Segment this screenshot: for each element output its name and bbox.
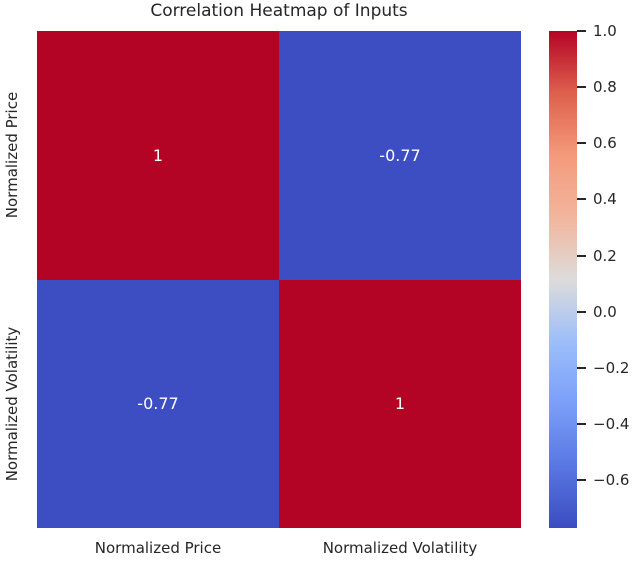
colorbar-tick [577, 479, 586, 482]
colorbar: 1.0 0.8 0.6 0.4 0.2 0.0 −0.2 −0.4 −0.6 [549, 22, 629, 528]
colorbar-tick-label: 1.0 [593, 22, 617, 40]
heatmap-cell-r0c1: -0.77 [279, 31, 521, 280]
colorbar-tick-label: 0.6 [593, 134, 617, 153]
heatmap-cell-value: -0.77 [379, 145, 421, 165]
heatmap-cell-value: 1 [394, 394, 406, 414]
colorbar-tick-label: 0.4 [593, 190, 617, 209]
chart-title: Correlation Heatmap of Inputs [150, 1, 408, 21]
y-axis-label-normalized-price: Normalized Price [3, 91, 21, 219]
colorbar-tick [577, 254, 586, 257]
colorbar-tick-label: 0.2 [593, 246, 617, 265]
colorbar-tick [577, 423, 586, 426]
colorbar-tick-label: 0.0 [593, 302, 617, 321]
colorbar-gradient [549, 31, 577, 528]
colorbar-tick [577, 142, 586, 145]
heatmap-cell-value: 1 [152, 145, 164, 165]
heatmap-cell-r1c0: -0.77 [37, 279, 279, 528]
heatmap-cell-r0c0: 1 [37, 31, 279, 280]
colorbar-tick [577, 198, 586, 201]
heatmap-grid: 1 -0.77 -0.77 1 [37, 31, 521, 528]
colorbar-tick [577, 310, 586, 313]
colorbar-tick-label: −0.4 [593, 415, 630, 434]
heatmap-cell-value: -0.77 [137, 394, 179, 414]
colorbar-tick [577, 366, 586, 369]
heatmap-cell-r1c1: 1 [279, 279, 521, 528]
y-axis-label-normalized-volatility: Normalized Volatility [3, 326, 21, 482]
x-axis-label-normalized-volatility: Normalized Volatility [322, 539, 478, 557]
colorbar-tick-label: 0.8 [593, 78, 617, 97]
x-axis-label-normalized-price: Normalized Price [94, 539, 222, 557]
colorbar-tick-label: −0.2 [593, 358, 630, 377]
colorbar-tick [577, 30, 586, 32]
colorbar-tick-label: −0.6 [593, 471, 630, 490]
colorbar-tick [577, 86, 586, 89]
